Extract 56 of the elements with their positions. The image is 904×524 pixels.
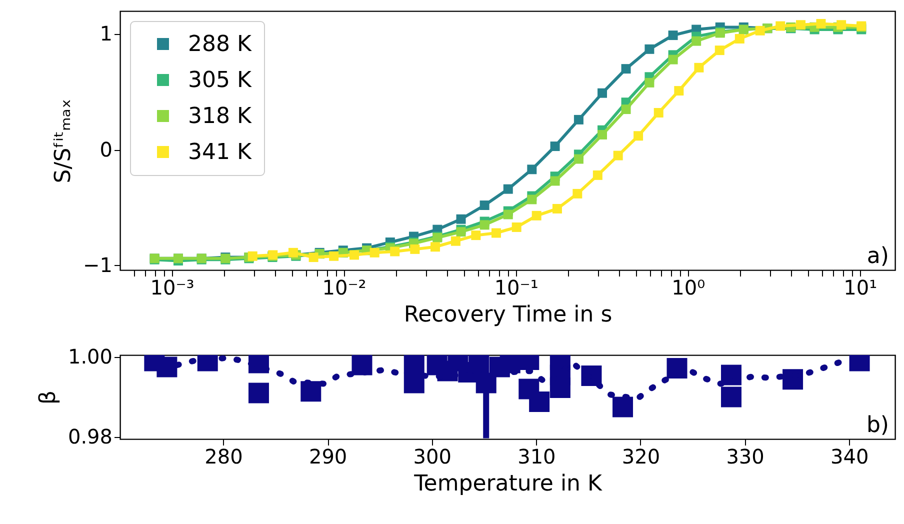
point	[598, 88, 608, 98]
x-tick-label: 320	[622, 444, 660, 468]
point	[612, 396, 634, 418]
x-tick-label: 10¹	[844, 276, 878, 300]
point	[503, 184, 513, 194]
x-tick-label: 10⁰	[672, 276, 706, 300]
x-axis-title: Temperature in K	[413, 472, 602, 496]
point	[574, 154, 584, 164]
point	[621, 64, 631, 74]
point	[782, 369, 804, 390]
point	[621, 104, 631, 114]
point	[550, 142, 560, 152]
point	[300, 381, 322, 402]
point	[598, 130, 608, 140]
x-tick-label: 330	[726, 444, 764, 468]
point	[550, 378, 570, 398]
y-tick-label: 1.00	[68, 344, 112, 368]
y-tick-label: 1	[100, 22, 112, 46]
x-tick-label: 10⁻¹	[494, 276, 538, 300]
point	[668, 54, 678, 64]
point	[574, 114, 584, 124]
point	[527, 164, 537, 174]
point	[503, 210, 513, 220]
annotation: b)	[866, 413, 889, 438]
legend-label: 305 K	[188, 68, 252, 93]
annotation: a)	[866, 244, 889, 269]
legend-label: 288 K	[188, 32, 252, 57]
x-tick-label: 310	[518, 444, 556, 468]
x-tick-label: 280	[204, 444, 243, 468]
point	[527, 194, 537, 204]
y-axis-title: S/Sᶠⁱᵗₘₐₓ	[51, 98, 76, 184]
legend-label: 318 K	[188, 104, 252, 129]
point	[529, 392, 550, 412]
y-tick-label: 0.98	[68, 424, 112, 448]
y-tick-label: −1	[83, 252, 112, 277]
x-tick-label: 300	[413, 444, 452, 468]
legend-label: 341 K	[188, 140, 252, 165]
point	[248, 382, 269, 404]
point	[692, 36, 702, 46]
point	[668, 30, 678, 40]
point	[480, 200, 490, 210]
point	[156, 356, 178, 378]
x-tick-label: 10⁻²	[322, 276, 366, 300]
point	[644, 44, 654, 54]
point	[480, 220, 490, 230]
point	[644, 78, 654, 88]
point	[456, 214, 466, 224]
x-tick-label: 10⁻³	[150, 276, 194, 300]
point	[720, 386, 742, 408]
y-axis-title: β	[36, 390, 61, 405]
y-tick-label: 0	[100, 137, 112, 162]
point	[456, 227, 466, 237]
point	[550, 176, 560, 186]
x-axis-title: Recovery Time in s	[404, 302, 612, 328]
x-tick-label: 340	[830, 444, 869, 468]
x-tick-label: 290	[308, 444, 348, 468]
